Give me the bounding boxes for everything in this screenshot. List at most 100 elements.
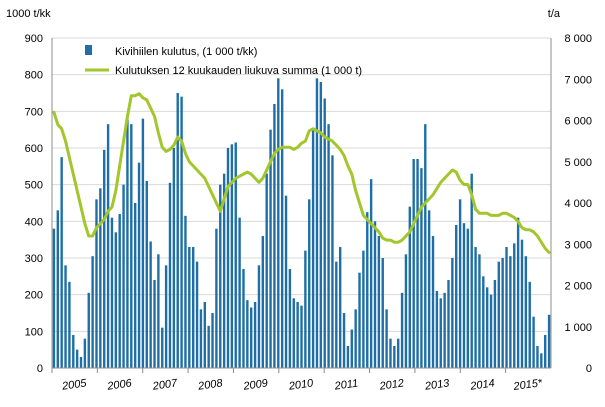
left-tick-label: 0: [37, 363, 43, 375]
left-tick-label: 300: [25, 253, 43, 265]
data-bar: [211, 313, 214, 368]
data-bar: [485, 287, 489, 368]
data-bar: [489, 294, 493, 368]
data-bar: [354, 309, 357, 368]
x-tick-label: 2012: [378, 377, 405, 392]
left-tick-label: 900: [25, 33, 43, 45]
data-bar: [528, 281, 531, 368]
data-bar: [133, 203, 137, 368]
data-bar: [420, 168, 423, 368]
data-bar: [458, 199, 462, 368]
left-axis-ticks: 0 100 200 300 400 500 600 700 800 900: [25, 33, 43, 375]
data-bar: [385, 309, 388, 368]
data-bar: [195, 261, 199, 368]
right-tick-label: 1 000: [564, 322, 592, 334]
x-tick-label: 2009: [242, 377, 269, 392]
left-tick-label: 500: [25, 180, 43, 192]
axes: [51, 38, 552, 369]
data-bar: [296, 302, 299, 368]
data-bar: [184, 215, 187, 368]
data-bar: [547, 314, 551, 368]
x-tick-label: 2014: [469, 377, 496, 392]
left-tick-label: 800: [25, 70, 43, 82]
x-tick-label: 2005: [60, 377, 88, 393]
data-bar: [250, 307, 253, 368]
data-bar: [455, 225, 458, 368]
data-bar: [56, 210, 59, 368]
data-bar: [412, 159, 415, 368]
x-tick-label: 2008: [196, 377, 224, 393]
data-bar: [99, 188, 102, 368]
x-axis-labels: 2005 2006 2007 2008 2009 2010 2011 2012 2013 2014…: [51, 368, 544, 393]
data-bar: [219, 184, 222, 368]
data-bar: [284, 195, 288, 368]
data-bar: [203, 302, 206, 368]
data-bar: [536, 346, 539, 368]
data-bar: [114, 232, 118, 368]
data-bar: [118, 214, 121, 368]
data-bar: [199, 309, 203, 368]
data-bar: [172, 148, 176, 368]
data-bar: [83, 338, 87, 368]
data-bar: [381, 258, 384, 368]
data-bar: [346, 346, 350, 368]
data-bar: [253, 302, 257, 368]
data-bar: [72, 335, 75, 368]
data-bar: [103, 149, 106, 368]
data-bar: [95, 199, 98, 368]
data-bar: [75, 349, 79, 368]
data-bar: [122, 184, 125, 368]
right-tick-label: 2 000: [564, 281, 592, 293]
data-bar: [304, 250, 307, 368]
data-bar: [215, 228, 218, 368]
data-bar: [261, 236, 265, 368]
left-tick-label: 600: [25, 143, 43, 155]
data-bar: [176, 93, 179, 368]
legend-bar-swatch: [85, 45, 92, 55]
data-bar: [427, 210, 431, 368]
x-tick-label: 2007: [151, 377, 179, 393]
data-bar: [319, 82, 323, 368]
data-bar: [400, 292, 404, 368]
x-tick-label: 2011: [333, 377, 359, 392]
data-bar: [130, 124, 133, 368]
data-bar: [466, 228, 470, 368]
data-bar: [141, 118, 145, 368]
data-bar: [373, 221, 377, 368]
data-bar: [327, 124, 330, 368]
right-tick-label: 5 000: [564, 157, 592, 169]
data-bar: [226, 148, 230, 368]
rolling-sum-line: [52, 92, 551, 254]
data-bar: [532, 316, 535, 368]
line-series: [52, 92, 551, 254]
data-bar: [323, 98, 326, 368]
data-bar: [389, 338, 392, 368]
data-bar: [404, 254, 408, 368]
data-bar: [462, 223, 466, 368]
data-bar: [474, 247, 477, 368]
data-bar: [509, 256, 512, 368]
data-bar: [366, 212, 369, 368]
legend: Kivihiilen kulutus, (1 000 t/kk) Kulutuk…: [85, 45, 362, 77]
data-bar: [126, 118, 129, 368]
left-tick-label: 100: [25, 326, 43, 338]
data-bar: [431, 236, 435, 368]
data-bar: [246, 300, 249, 368]
x-tick-label: 2013: [423, 377, 451, 393]
data-bar: [451, 258, 454, 368]
data-bar: [377, 236, 381, 368]
data-bar: [234, 142, 237, 368]
data-bar: [520, 239, 524, 368]
data-bar: [87, 292, 90, 368]
data-bar: [342, 313, 346, 368]
right-tick-label: 7 000: [564, 74, 592, 86]
data-bar: [358, 272, 361, 368]
data-bar: [238, 217, 241, 368]
data-bar: [497, 261, 500, 368]
right-tick-label: 8 000: [564, 33, 592, 45]
data-bar: [222, 173, 226, 368]
data-bar: [505, 247, 508, 368]
x-tick-label: 2015*: [512, 377, 544, 393]
data-bar: [478, 254, 481, 368]
